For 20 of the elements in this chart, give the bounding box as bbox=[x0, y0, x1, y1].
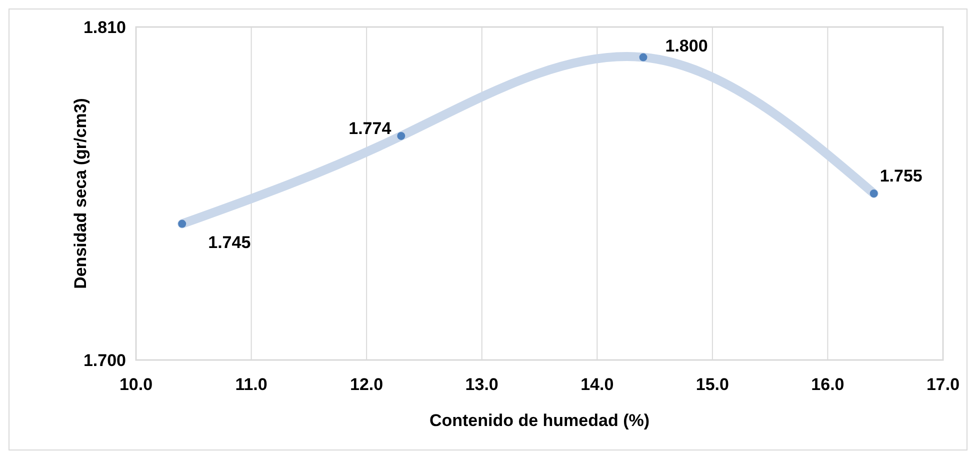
y-tick-label: 1.810 bbox=[83, 18, 126, 37]
point bbox=[870, 190, 878, 198]
data-label: 1.774 bbox=[348, 118, 392, 138]
point bbox=[639, 53, 648, 62]
y-tick-label: 1.700 bbox=[83, 351, 126, 370]
point bbox=[397, 132, 406, 140]
x-tick-label: 15.0 bbox=[696, 375, 729, 394]
x-tick-label: 11.0 bbox=[235, 375, 268, 394]
point bbox=[178, 220, 186, 228]
x-tick-label: 14.0 bbox=[580, 375, 614, 394]
x-tick-label: 13.0 bbox=[465, 375, 498, 394]
data-label: 1.800 bbox=[665, 36, 708, 56]
x-tick-label: 17.0 bbox=[926, 375, 960, 394]
y-axis-title: Densidad seca (gr/cm3) bbox=[71, 98, 90, 289]
x-tick-label: 16.0 bbox=[811, 375, 844, 394]
x-axis-title: Contenido de humedad (%) bbox=[429, 411, 650, 430]
x-tick-label: 10.0 bbox=[119, 375, 153, 394]
data-label: 1.745 bbox=[208, 232, 251, 252]
x-tick-label: 12.0 bbox=[350, 375, 384, 394]
data-label: 1.755 bbox=[880, 166, 922, 186]
